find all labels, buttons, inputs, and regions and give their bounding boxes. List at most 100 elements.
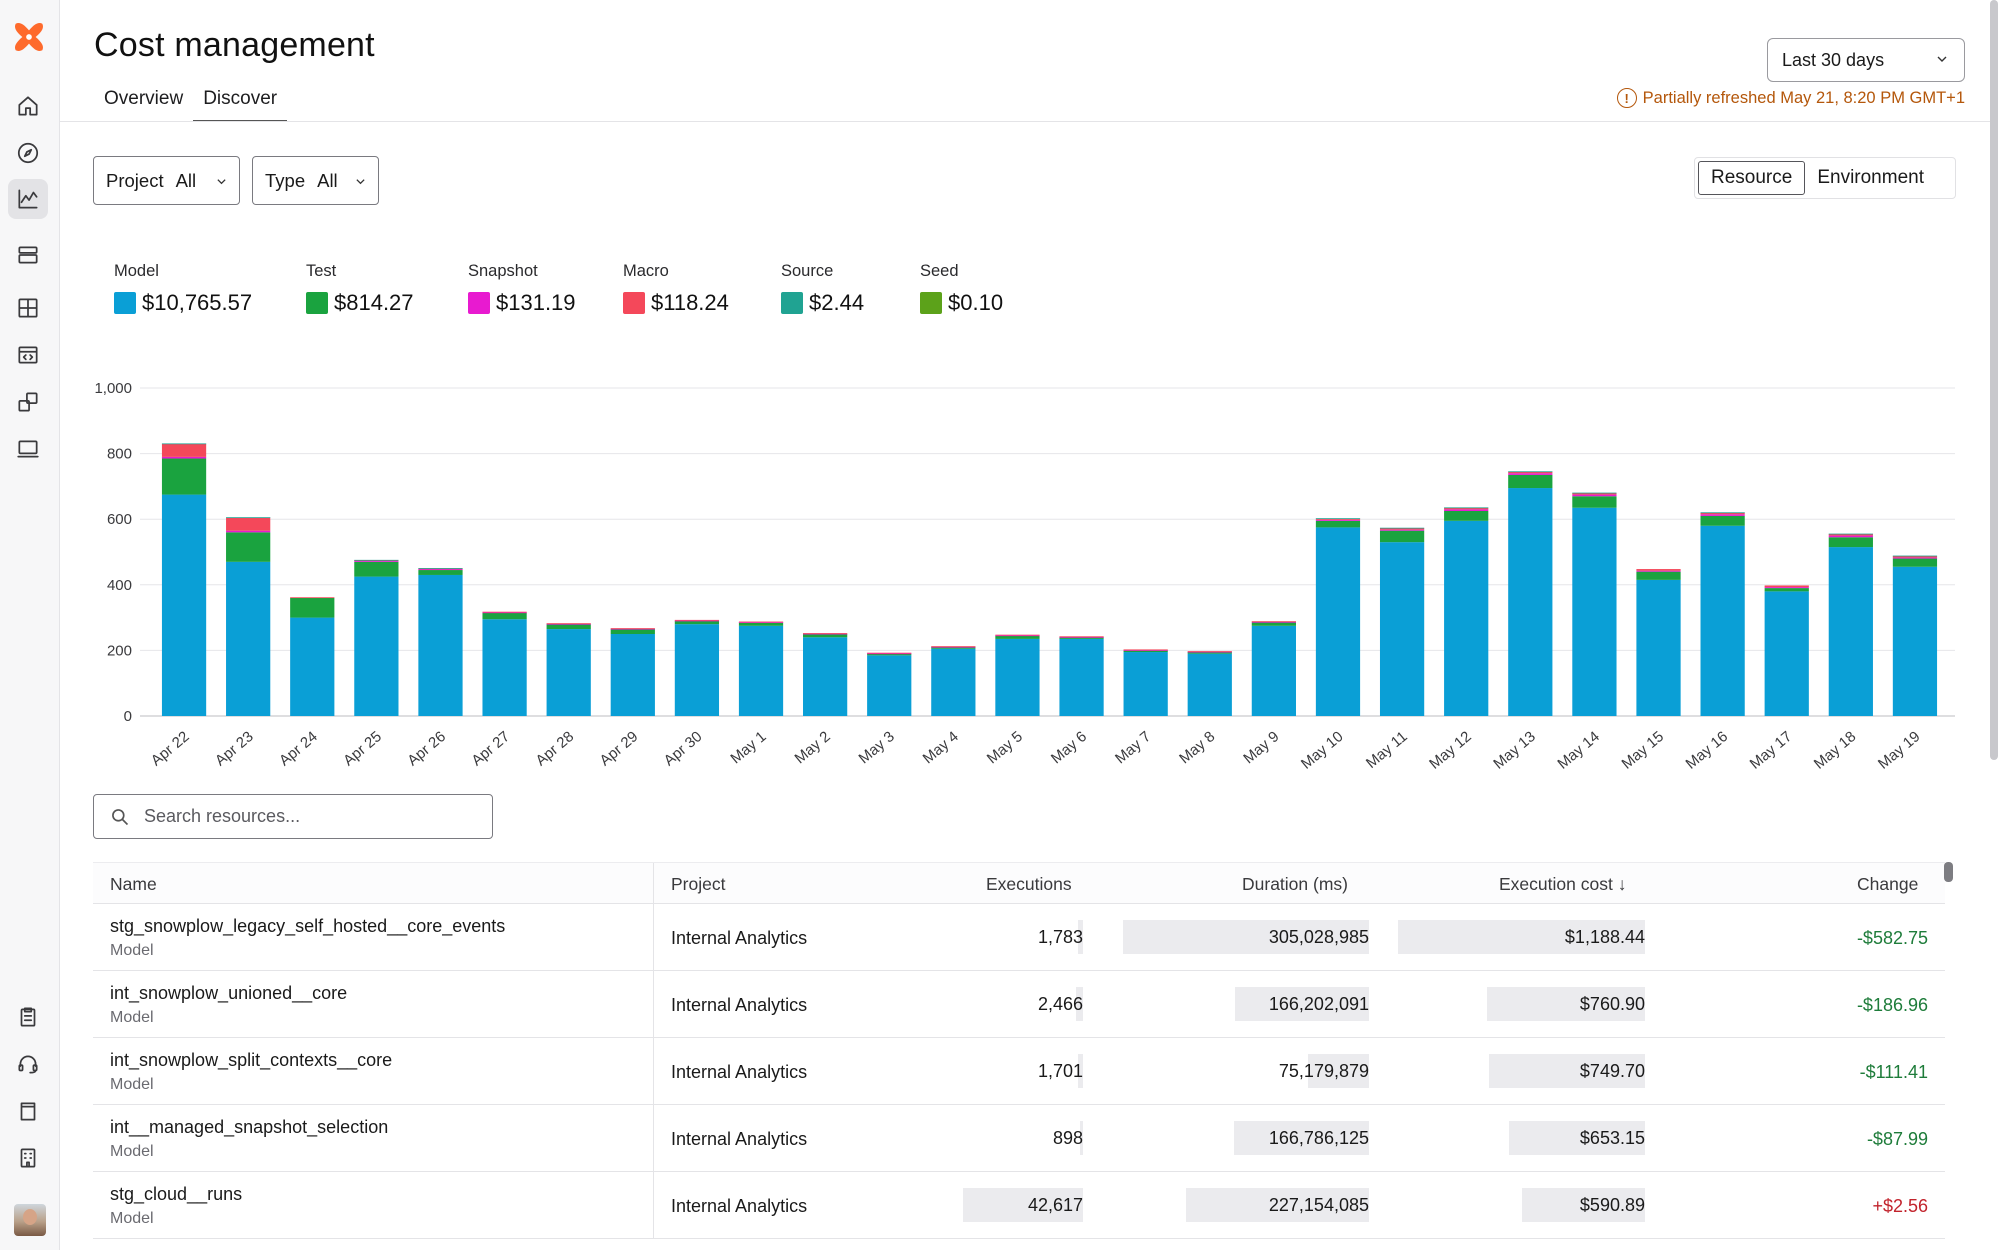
bar-segment-snapshot [482, 612, 527, 614]
headset-icon[interactable] [8, 1044, 48, 1084]
bar-segment-test [161, 458, 207, 495]
user-avatar[interactable] [14, 1204, 46, 1236]
col-name[interactable]: Name [110, 874, 157, 894]
search-input[interactable] [144, 806, 464, 827]
legend-item-seed[interactable]: Seed $0.10 [920, 262, 1040, 316]
bar-segment-test [226, 532, 271, 562]
legend-item-source[interactable]: Source $2.44 [781, 262, 920, 316]
cost-cell: $590.89 [1398, 1188, 1645, 1222]
col-execution-cost[interactable]: Execution cost ↓ [1499, 874, 1626, 895]
grid-layout-icon[interactable] [8, 288, 48, 328]
x-tick-label: May 3 [856, 728, 898, 767]
type-filter[interactable]: Type All [252, 156, 379, 205]
bar-segment-test [546, 624, 591, 630]
x-tick-label: Apr 25 [340, 728, 385, 769]
building-icon[interactable] [8, 1138, 48, 1178]
bar-segment-macro [995, 634, 1040, 636]
table-row[interactable]: stg_cloud__runs Model Internal Analytics 42… [93, 1172, 1945, 1239]
bar-segment-test [1572, 496, 1617, 508]
page-scrollbar[interactable] [1990, 0, 1998, 760]
bar-segment-model [1251, 625, 1296, 716]
bar-segment-model [1187, 653, 1232, 716]
resources-table: Name Project Executions Duration (ms) Ex… [93, 862, 1945, 1239]
bar-segment-source [1379, 527, 1425, 529]
dbt-logo-icon[interactable] [10, 18, 48, 56]
bar-segment-model [161, 494, 207, 716]
table-row[interactable]: int__managed_snapshot_selection Model Inte… [93, 1105, 1945, 1172]
bar-segment-test [1444, 511, 1489, 521]
x-tick-label: May 8 [1176, 728, 1218, 767]
legend-item-test[interactable]: Test $814.27 [306, 262, 468, 316]
home-icon[interactable] [8, 86, 48, 126]
legend-item-snapshot[interactable]: Snapshot $131.19 [468, 262, 623, 316]
database-icon[interactable] [8, 235, 48, 275]
tab-overview[interactable]: Overview [104, 88, 184, 109]
resource-type: Model [110, 1210, 154, 1227]
bar-segment-snapshot [1828, 535, 1873, 538]
tab-discover[interactable]: Discover [193, 88, 288, 122]
legend-value: $131.19 [496, 290, 576, 315]
toggle-resource[interactable]: Resource [1698, 161, 1806, 195]
col-execution-cost-label: Execution cost [1499, 874, 1613, 894]
col-executions[interactable]: Executions [986, 874, 1072, 894]
col-change[interactable]: Change [1857, 874, 1919, 894]
legend-item-model[interactable]: Model $10,765.57 [114, 262, 306, 316]
x-tick-label: Apr 27 [468, 728, 513, 769]
page-title: Cost management [94, 26, 375, 64]
cost-bar [1509, 1121, 1645, 1155]
table-row[interactable]: int_snowplow_unioned__core Model Internal … [93, 971, 1945, 1038]
col-project[interactable]: Project [671, 874, 726, 894]
date-range-select[interactable]: Last 30 days [1767, 38, 1965, 82]
duration-value: 166,202,091 [1268, 994, 1369, 1014]
x-tick-label: May 19 [1875, 728, 1924, 773]
cost-cell: $760.90 [1398, 987, 1645, 1021]
resource-name[interactable]: int_snowplow_unioned__core [110, 983, 348, 1003]
bar-segment-test [354, 561, 399, 577]
x-tick-label: May 4 [920, 728, 962, 767]
legend-item-macro[interactable]: Macro $118.24 [623, 262, 781, 316]
bar-segment-snapshot [1892, 557, 1938, 559]
y-tick-label: 600 [107, 511, 132, 528]
bar-segment-macro [1508, 471, 1553, 474]
table-row[interactable]: stg_snowplow_legacy_self_hosted__core_ev… [93, 904, 1945, 971]
resource-project: Internal Analytics [671, 1196, 808, 1216]
cost-chart-icon[interactable] [8, 179, 48, 219]
executions-value: 42,617 [1027, 1195, 1083, 1215]
duration-value: 75,179,879 [1278, 1061, 1369, 1081]
cost-bar [1522, 1188, 1645, 1222]
copy-icon[interactable] [8, 382, 48, 422]
bar-segment-test [867, 653, 912, 656]
resource-name[interactable]: stg_cloud__runs [110, 1184, 243, 1204]
legend-label: Macro [623, 262, 669, 280]
cost-value: $1,188.44 [1564, 927, 1645, 947]
resource-name[interactable]: stg_snowplow_legacy_self_hosted__core_ev… [110, 916, 506, 936]
bar-segment-model [482, 619, 527, 716]
col-duration[interactable]: Duration (ms) [1242, 874, 1348, 894]
resource-name[interactable]: int__managed_snapshot_selection [110, 1117, 389, 1137]
x-tick-label: Apr 22 [148, 728, 193, 769]
project-filter[interactable]: Project All [93, 156, 240, 205]
bar-segment-macro [1828, 533, 1873, 536]
search-box[interactable] [93, 794, 493, 839]
clipboard-icon[interactable] [8, 997, 48, 1037]
resource-type: Model [110, 1143, 154, 1160]
cost-cell: $1,188.44 [1398, 920, 1645, 954]
resource-type: Model [110, 1009, 154, 1026]
cost-bar-chart: 0 200 400 600 800 1,000 Apr 22 Apr 23 Apr 24 Apr … [94, 380, 1955, 773]
executions-bar [1078, 920, 1083, 954]
chevron-down-icon [356, 179, 365, 185]
table-scrollbar[interactable] [1944, 862, 1953, 882]
bar-segment-test [803, 634, 848, 638]
book-icon[interactable] [8, 1091, 48, 1131]
table-row[interactable]: int_snowplow_split_contexts__core Model In… [93, 1038, 1945, 1105]
bar-segment-snapshot [1059, 636, 1104, 638]
cost-value: $590.89 [1579, 1195, 1645, 1215]
resource-name[interactable]: int_snowplow_split_contexts__core [110, 1050, 393, 1070]
executions-bar [1080, 1121, 1083, 1155]
monitor-icon[interactable] [8, 429, 48, 469]
code-window-icon[interactable] [8, 335, 48, 375]
bar-segment-model [1123, 652, 1168, 716]
compass-icon[interactable] [8, 133, 48, 173]
bar-segment-macro [1572, 492, 1617, 495]
toggle-environment[interactable]: Environment [1817, 167, 1924, 188]
